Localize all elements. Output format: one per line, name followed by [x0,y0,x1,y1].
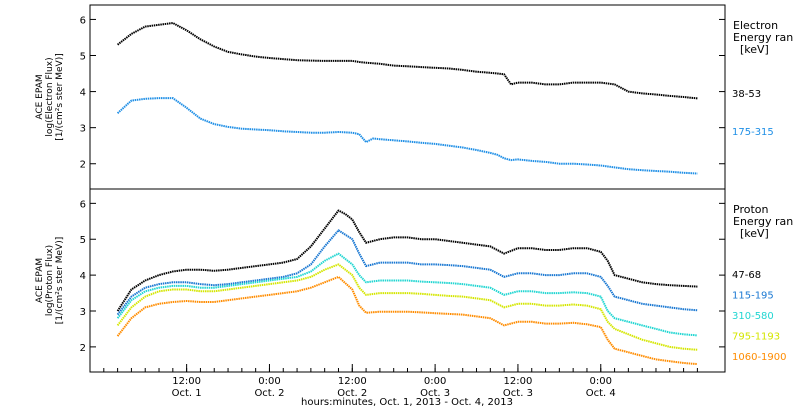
y-axis-label: log(Proton Flux) [45,245,55,316]
x-tick-label: 0:00 [424,376,446,387]
legend-title: [keV] [740,227,769,240]
x-tick-label: 0:00 [258,376,280,387]
series-line [116,229,698,316]
y-tick-label: 5 [80,52,86,63]
x-tick-date: Oct. 3 [503,388,533,399]
series-line [116,252,698,337]
y-axis-label: ACE EPAM [35,74,45,119]
y-tick-label: 2 [80,343,86,354]
legend-entry: 38-53 [732,89,761,100]
x-tick-label: 12:00 [504,376,533,387]
legend-entry: 115-195 [732,291,774,302]
plot-frame [89,4,726,190]
y-axis-label: [1/(cm²s ster MeV)] [55,237,65,324]
y-axis-label: [1/(cm²s ster MeV)] [55,53,65,140]
y-axis-label: ACE EPAM [35,258,45,303]
x-tick-label: 12:00 [338,376,367,387]
series-line [116,209,698,312]
legend-entry: 310-580 [732,311,774,322]
series-line [116,275,698,366]
x-tick-date: Oct. 1 [172,388,202,399]
series-line [116,22,698,100]
y-tick-label: 5 [80,235,86,246]
y-tick-label: 6 [80,199,86,210]
legend-entry: 47-68 [732,270,761,281]
legend-title: Energy ran [733,215,793,228]
x-tick-date: Oct. 3 [420,388,450,399]
y-tick-label: 2 [80,160,86,171]
x-tick-date: Oct. 2 [254,388,284,399]
legend-entry: 795-1193 [732,332,780,343]
legend-entry: 175-315 [732,127,774,138]
legend-title: Energy ran [733,31,793,44]
x-tick-date: Oct. 4 [586,388,616,399]
legend-title: Electron [733,19,778,32]
x-tick-label: 0:00 [590,376,612,387]
y-tick-label: 4 [80,271,86,282]
x-tick-label: 12:00 [172,376,201,387]
legend-title: [keV] [740,43,769,56]
y-tick-label: 4 [80,88,86,99]
series-line [116,97,698,175]
y-tick-label: 3 [80,307,86,318]
y-axis-label: log(Electron Flux) [45,57,55,136]
y-tick-label: 3 [80,124,86,135]
x-tick-date: Oct. 2 [337,388,367,399]
legend-entry: 1060-1900 [732,352,787,363]
series-line [116,263,698,351]
legend-title: Proton [733,203,768,216]
y-tick-label: 6 [80,15,86,26]
x-axis-label: hours:minutes, Oct. 1, 2013 - Oct. 4, 20… [301,397,513,408]
